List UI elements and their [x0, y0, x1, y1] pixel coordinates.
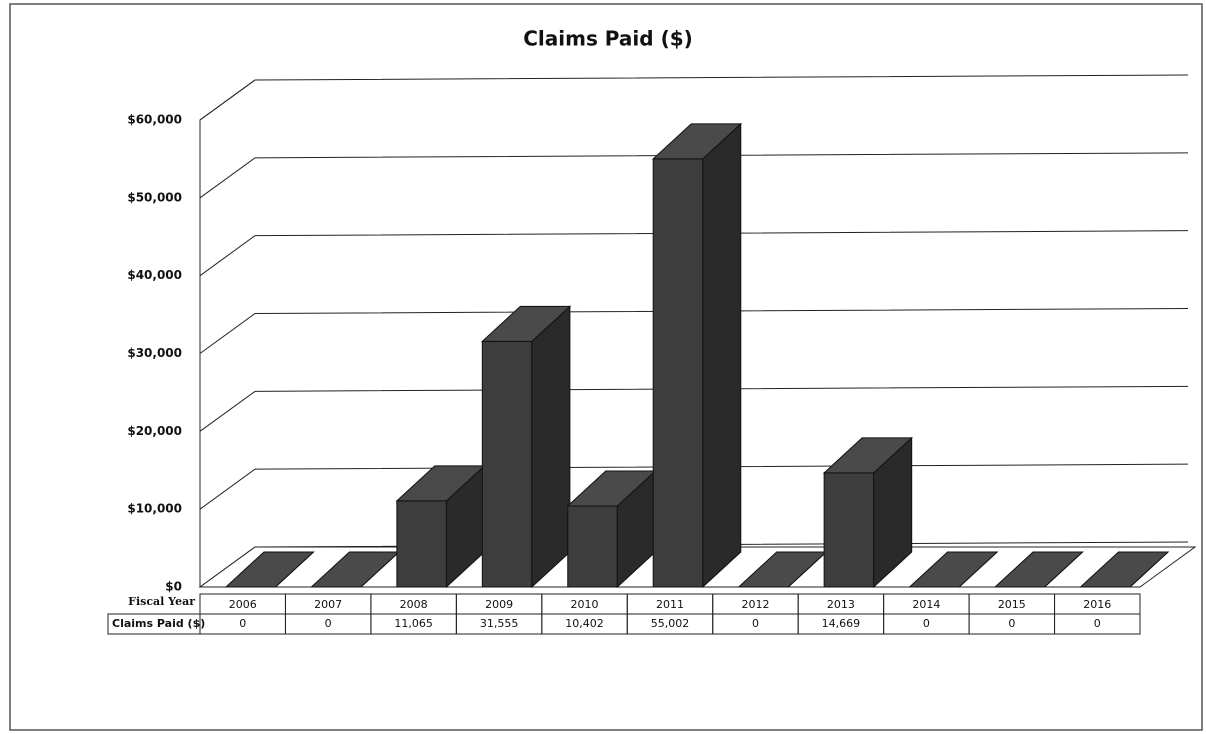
- bar-front: [481, 340, 533, 588]
- y-tick-label: $20,000: [127, 424, 182, 438]
- x-tick-label: 2014: [912, 598, 940, 611]
- value-label: 0: [923, 617, 930, 630]
- bar-top: [908, 551, 999, 588]
- value-label: 0: [325, 617, 332, 630]
- bar-top: [822, 437, 913, 474]
- bar-front: [652, 158, 704, 588]
- bar: [395, 464, 486, 589]
- y-tick-label: $30,000: [127, 346, 182, 360]
- x-tick-label: 2013: [827, 598, 855, 611]
- value-label: 0: [1094, 617, 1101, 630]
- x-tick-label: 2016: [1083, 598, 1111, 611]
- x-tick-label: 2008: [400, 598, 428, 611]
- bar-side: [702, 122, 742, 589]
- x-tick-label: 2009: [485, 598, 513, 611]
- grid-line: [199, 385, 1189, 432]
- chart-border: [9, 3, 1203, 731]
- bar: [224, 551, 315, 588]
- chart-title: Claims Paid ($): [523, 27, 693, 51]
- y-tick-label: $50,000: [127, 190, 182, 204]
- table-cell: [1054, 613, 1141, 635]
- y-tick-label: $40,000: [127, 268, 182, 282]
- bar: [566, 469, 657, 589]
- bar-top: [651, 123, 743, 160]
- bar: [993, 551, 1084, 588]
- x-tick-label: 2007: [314, 598, 342, 611]
- value-label: 0: [1008, 617, 1015, 630]
- bar: [822, 436, 913, 589]
- grid-line: [199, 74, 1189, 121]
- x-tick-label: 2015: [998, 598, 1026, 611]
- bar-top: [481, 305, 572, 342]
- grid-line: [199, 152, 1189, 199]
- value-label: 11,065: [394, 617, 433, 630]
- table-row-label: Fiscal Year: [128, 595, 195, 608]
- bar-front: [567, 505, 618, 588]
- value-label: 55,002: [651, 617, 690, 630]
- value-label: 14,669: [822, 617, 861, 630]
- grid-line: [199, 230, 1189, 277]
- bar: [1079, 551, 1170, 588]
- table-row-label: Claims Paid ($): [112, 617, 205, 630]
- bar: [481, 305, 572, 589]
- bar: [908, 551, 999, 588]
- value-label: 0: [239, 617, 246, 630]
- bar-top: [1079, 551, 1170, 588]
- bar-side: [531, 305, 571, 589]
- bar-front: [396, 500, 447, 588]
- x-tick-label: 2011: [656, 598, 684, 611]
- bar: [310, 551, 401, 588]
- value-label: 31,555: [480, 617, 519, 630]
- grid-line: [199, 308, 1189, 354]
- bar-front: [823, 472, 875, 588]
- y-tick-label: $60,000: [127, 113, 182, 127]
- x-tick-label: 2012: [741, 598, 769, 611]
- bar-top: [224, 551, 315, 588]
- y-tick-label: $10,000: [127, 502, 182, 516]
- y-tick-label: $0: [165, 580, 182, 594]
- value-label: 0: [752, 617, 759, 630]
- x-tick-label: 2006: [229, 598, 257, 611]
- bar-top: [993, 551, 1084, 588]
- bar: [651, 122, 743, 589]
- value-label: 10,402: [565, 617, 604, 630]
- x-tick-label: 2010: [571, 598, 599, 611]
